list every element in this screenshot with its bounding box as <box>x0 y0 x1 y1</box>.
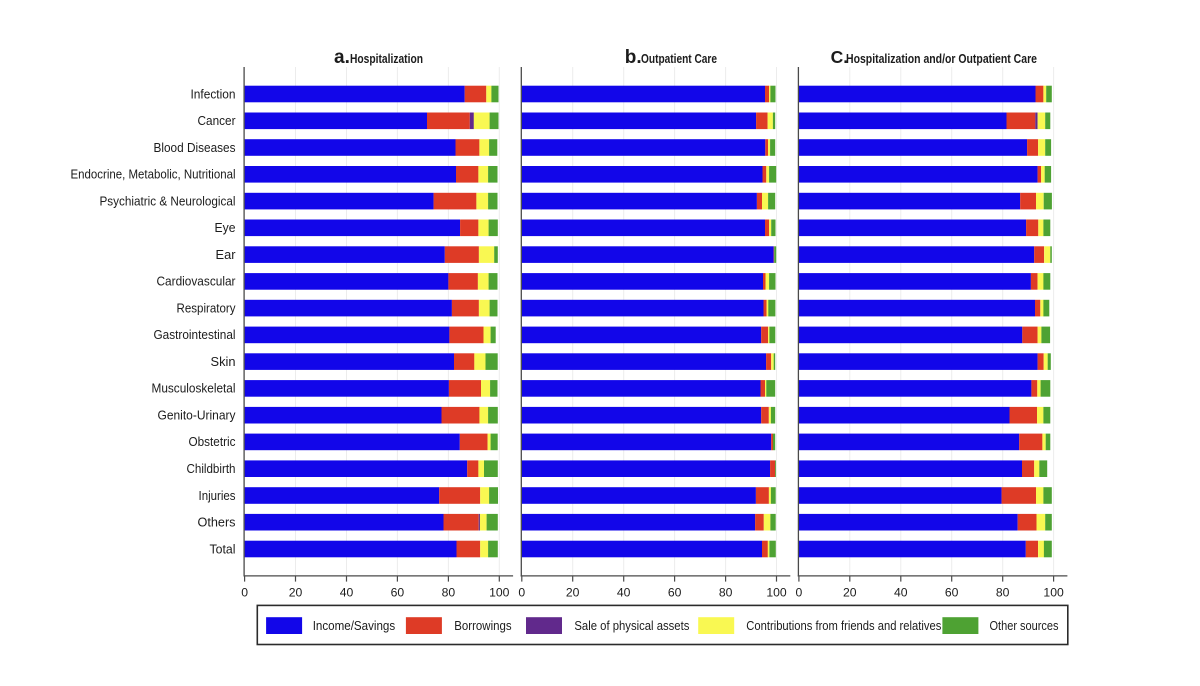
svg-text:Genito-Urinary: Genito-Urinary <box>158 409 237 423</box>
svg-text:Contributions from friends and: Contributions from friends and relatives <box>746 619 941 633</box>
svg-text:a.: a. <box>334 47 350 68</box>
svg-text:Infection: Infection <box>191 87 236 101</box>
svg-text:b.: b. <box>625 47 642 68</box>
svg-text:Eye: Eye <box>215 221 236 235</box>
svg-text:40: 40 <box>894 586 908 600</box>
svg-text:Others: Others <box>198 516 236 530</box>
svg-text:Childbirth: Childbirth <box>187 462 236 476</box>
svg-text:Cardiovascular: Cardiovascular <box>157 275 236 289</box>
svg-text:C.: C. <box>831 47 849 67</box>
svg-text:Endocrine, Metabolic, Nutritio: Endocrine, Metabolic, Nutritional <box>71 168 236 182</box>
svg-text:80: 80 <box>442 586 456 600</box>
svg-text:Borrowings: Borrowings <box>454 619 511 633</box>
svg-text:Ear: Ear <box>216 248 236 262</box>
svg-text:Musculoskeletal: Musculoskeletal <box>152 382 236 396</box>
svg-text:Total: Total <box>210 542 236 556</box>
svg-text:60: 60 <box>945 586 959 600</box>
svg-text:40: 40 <box>340 586 354 600</box>
svg-text:20: 20 <box>566 586 580 600</box>
svg-text:0: 0 <box>241 586 248 600</box>
svg-text:Sale of physical assets: Sale of physical assets <box>574 619 689 633</box>
svg-text:Gastrointestinal: Gastrointestinal <box>154 328 236 342</box>
svg-text:Cancer: Cancer <box>198 114 236 128</box>
svg-text:20: 20 <box>843 586 857 600</box>
svg-text:Outpatient Care: Outpatient Care <box>641 51 717 66</box>
svg-text:Blood Diseases: Blood Diseases <box>154 141 236 155</box>
svg-text:100: 100 <box>1043 586 1064 600</box>
svg-text:80: 80 <box>996 586 1010 600</box>
svg-text:100: 100 <box>766 586 787 600</box>
svg-text:Income/Savings: Income/Savings <box>313 619 396 633</box>
svg-text:Respiratory: Respiratory <box>177 301 237 315</box>
svg-text:Skin: Skin <box>211 355 236 369</box>
svg-text:60: 60 <box>668 586 682 600</box>
svg-text:80: 80 <box>719 586 733 600</box>
svg-text:100: 100 <box>489 586 510 600</box>
svg-text:20: 20 <box>289 586 303 600</box>
svg-text:Obstetric: Obstetric <box>189 435 236 449</box>
svg-text:40: 40 <box>617 586 631 600</box>
svg-text:Psychiatric & Neurological: Psychiatric & Neurological <box>100 194 236 208</box>
svg-text:Other sources: Other sources <box>990 619 1059 633</box>
svg-text:Injuries: Injuries <box>199 489 236 503</box>
svg-text:60: 60 <box>391 586 405 600</box>
svg-text:Hospitalization: Hospitalization <box>350 51 423 66</box>
svg-text:Hospitalization and/or Outpati: Hospitalization and/or Outpatient Care <box>846 51 1037 66</box>
svg-text:0: 0 <box>796 586 803 600</box>
svg-text:0: 0 <box>518 586 525 600</box>
